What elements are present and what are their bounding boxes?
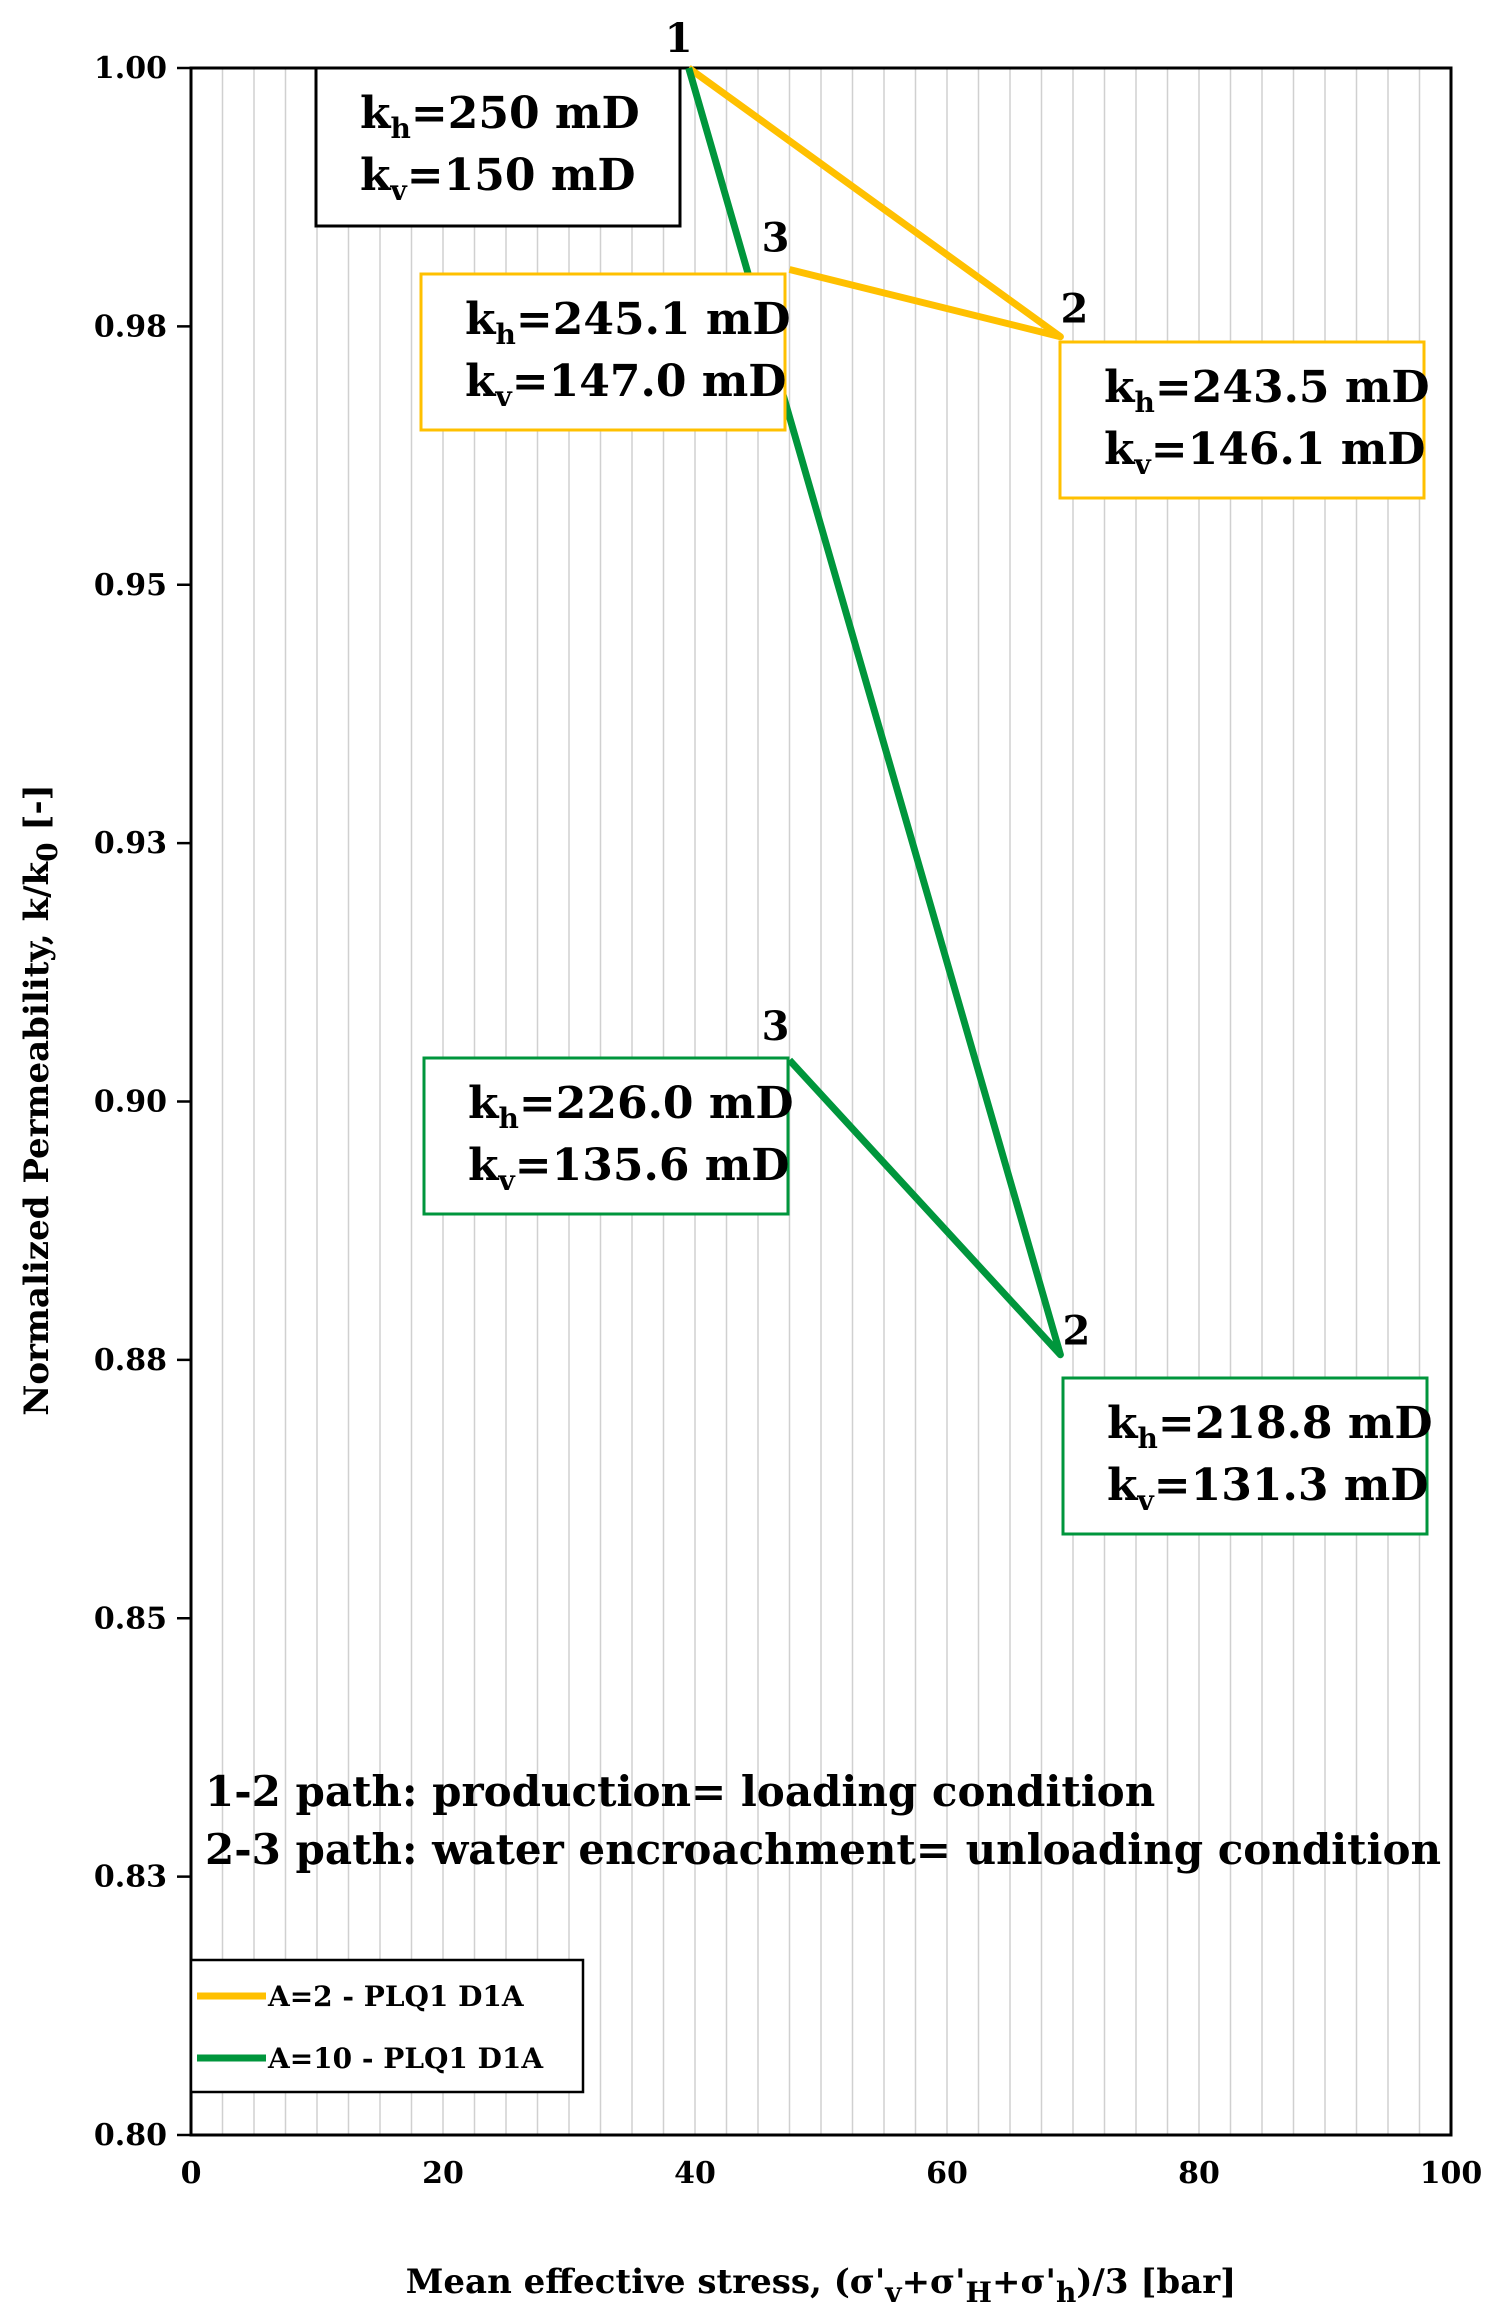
point-label: 3	[762, 215, 790, 262]
point-label: 2	[1060, 286, 1088, 333]
legend-label: A=2 - PLQ1 D1A	[267, 1980, 525, 2013]
y-axis-title: Normalized Permeability, k/k0 [-]	[17, 784, 64, 1415]
y-tick-label: 0.95	[94, 568, 167, 603]
x-axis-title: Mean effective stress, (σ'v+σ'H+σ'h)/3 […	[406, 2262, 1236, 2302]
point-label: 3	[762, 1003, 790, 1050]
x-tick-label: 80	[1178, 2156, 1220, 2191]
annotation-frame	[419, 272, 787, 432]
point-label: 1	[665, 15, 693, 62]
series-layer	[685, 65, 1064, 1359]
y-tick-label: 0.90	[94, 1085, 167, 1120]
y-axis-ticks: 0.80 0.83 0.85 0.88 0.90 0.93 0.95 0.98 1.00	[94, 51, 191, 2153]
annotation-line: kv=150 mD	[360, 150, 636, 207]
y-tick-label: 0.85	[94, 1601, 167, 1636]
x-tick-label: 20	[422, 2156, 464, 2191]
legend-label: A=10 - PLQ1 D1A	[267, 2042, 544, 2075]
x-tick-label: 60	[926, 2156, 968, 2191]
x-axis-ticks: 0 20 40 60 80 100	[181, 2156, 1483, 2191]
annotation-line: kv=147.0 mD	[465, 356, 786, 413]
x-tick-label: 100	[1420, 2156, 1483, 2191]
note-line: 1-2 path: production= loading condition	[205, 1767, 1155, 1816]
y-tick-label: 0.93	[94, 826, 167, 861]
annotation-line: kv=131.3 mD	[1107, 1460, 1428, 1517]
legend-frame	[189, 1958, 585, 2094]
annotation-frame	[1061, 1376, 1429, 1536]
series-line-1	[686, 65, 1064, 341]
series-line-2	[685, 67, 1064, 1359]
annotation-line: kh=250 mD	[360, 88, 640, 145]
annotation-line: kh=226.0 mD	[468, 1078, 794, 1135]
annotation-line: kh=245.1 mD	[465, 294, 791, 351]
y-tick-label: 0.83	[94, 1860, 167, 1895]
y-tick-label: 0.88	[94, 1343, 167, 1378]
annotation-frame	[314, 66, 682, 228]
annotation-frame	[422, 1056, 790, 1216]
annotation-frame	[1058, 340, 1426, 500]
annotation-line: kh=218.8 mD	[1107, 1398, 1433, 1455]
annotation-line: kv=135.6 mD	[468, 1140, 789, 1197]
note-line: 2-3 path: water encroachment= unloading …	[205, 1825, 1441, 1874]
notes: 1-2 path: production= loading condition 2…	[205, 1767, 1441, 1874]
point-label: 2	[1062, 1308, 1090, 1355]
y-tick-label: 1.00	[94, 51, 167, 86]
x-tick-label: 40	[674, 2156, 716, 2191]
annotation-line: kh=243.5 mD	[1104, 362, 1430, 419]
y-tick-label: 0.80	[94, 2118, 167, 2153]
x-tick-label: 0	[181, 2156, 202, 2191]
annotation-line: kv=146.1 mD	[1104, 424, 1425, 481]
y-tick-label: 0.98	[94, 309, 167, 344]
point-labels: 1 2 3 2 3	[665, 15, 1091, 1355]
legend: A=2 - PLQ1 D1A A=10 - PLQ1 D1A	[189, 1958, 585, 2094]
